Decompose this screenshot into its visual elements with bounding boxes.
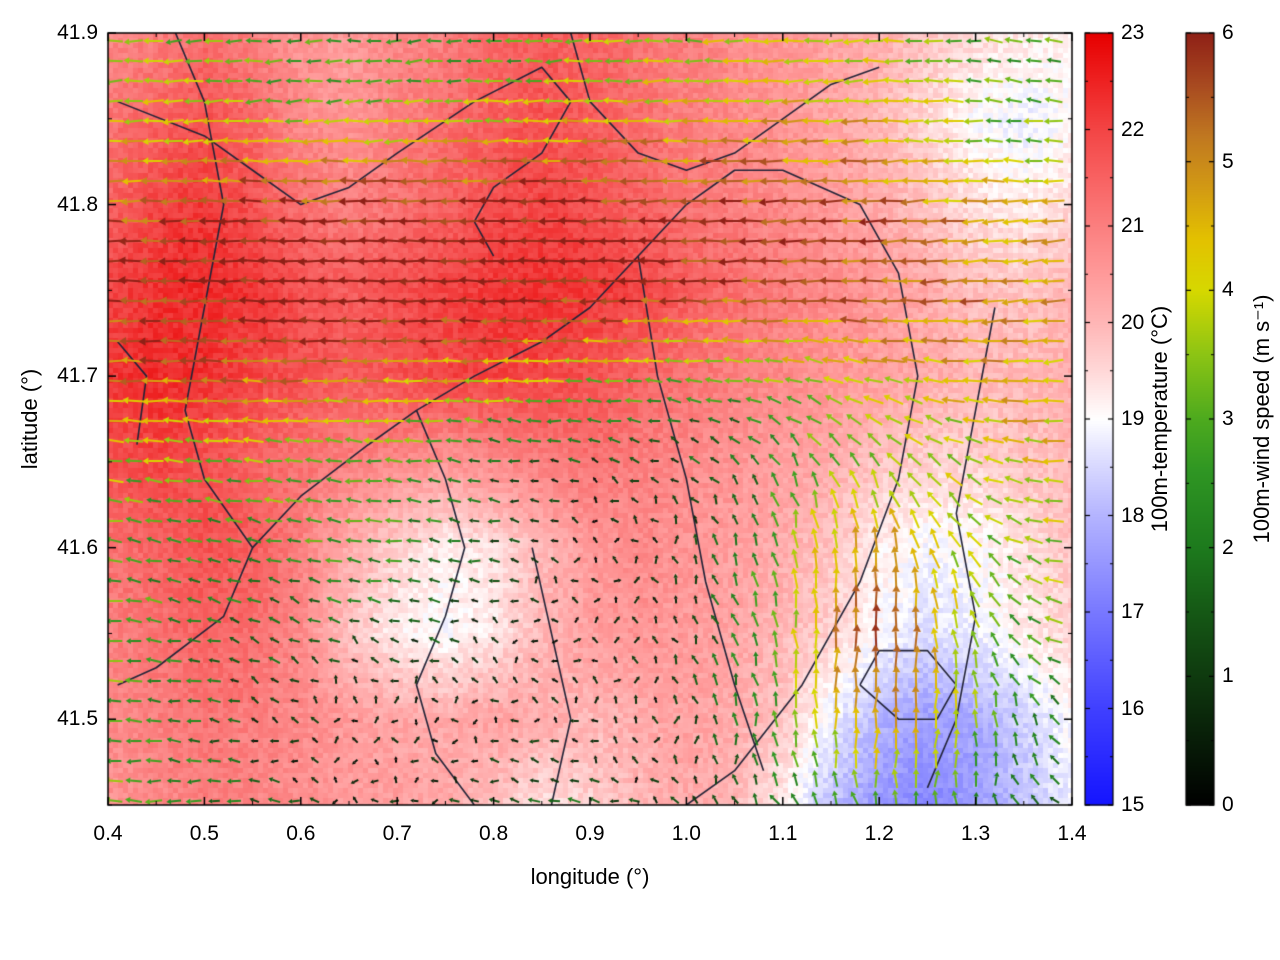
- windspeed-cb-tick-label: 5: [1222, 149, 1234, 173]
- y-tick-label: 41.7: [57, 364, 98, 388]
- temperature-colorbar-label: 100m-temperature (°C): [1147, 305, 1172, 533]
- x-tick-label: 0.6: [286, 822, 316, 845]
- temperature-cb-tick-label: 23: [1121, 21, 1145, 44]
- temperature-cb-tick-label: 17: [1121, 600, 1145, 623]
- temperature-cb-tick-label: 22: [1121, 117, 1145, 141]
- windspeed-cb-tick-label: 3: [1222, 407, 1234, 430]
- y-tick-label: 41.8: [57, 192, 98, 216]
- windspeed-cb-tick-label: 0: [1222, 793, 1234, 816]
- y-tick-label: 41.6: [57, 535, 98, 559]
- x-tick-label: 1.4: [1057, 822, 1087, 845]
- x-tick-label: 1.1: [768, 822, 798, 845]
- temperature-cb-tick-label: 16: [1121, 696, 1145, 720]
- x-tick-label: 0.7: [382, 822, 412, 845]
- x-axis-label: longitude (°): [530, 864, 650, 889]
- x-tick-label: 1.3: [960, 822, 991, 845]
- temperature-cb-tick-label: 19: [1121, 407, 1145, 430]
- x-tick-label: 0.9: [575, 822, 605, 845]
- y-axis-label: latitude (°): [17, 368, 42, 470]
- windspeed-colorbar-label: 100m-wind speed (m s⁻¹): [1249, 294, 1274, 544]
- windspeed-cb-tick-label: 1: [1222, 664, 1234, 688]
- windspeed-cb-tick-label: 4: [1222, 278, 1234, 302]
- windspeed-cb-tick-label: 6: [1222, 21, 1234, 44]
- x-tick-label: 0.5: [189, 822, 219, 845]
- temperature-cb-tick-label: 18: [1121, 503, 1145, 527]
- temperature-cb-tick-label: 20: [1121, 310, 1145, 334]
- x-tick-label: 1.2: [864, 822, 894, 845]
- temperature-cb-tick-label: 21: [1121, 214, 1145, 237]
- y-tick-label: 41.5: [57, 707, 98, 731]
- y-tick-label: 41.9: [57, 21, 98, 44]
- x-tick-label: 1.0: [671, 822, 701, 845]
- x-tick-label: 0.8: [478, 822, 509, 845]
- x-tick-label: 0.4: [93, 822, 123, 845]
- temperature-cb-tick-label: 15: [1121, 793, 1145, 816]
- windspeed-cb-tick-label: 2: [1222, 535, 1234, 559]
